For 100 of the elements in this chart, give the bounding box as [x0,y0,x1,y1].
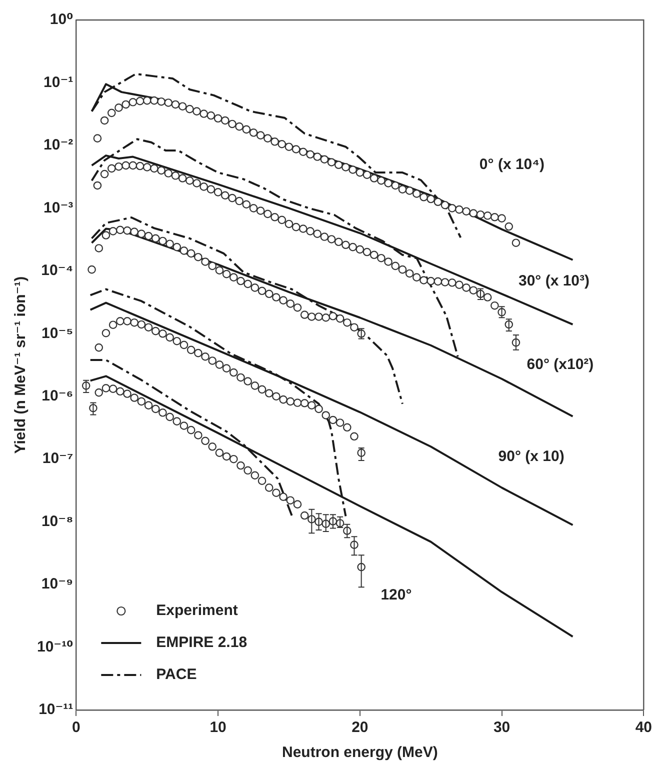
point [172,336,182,346]
point [356,168,364,177]
point [158,408,167,417]
point [164,98,173,107]
point [476,210,485,219]
point [292,222,300,232]
point [144,401,153,410]
point [405,186,414,195]
y-tick-label: 10⁻⁶ [42,388,74,405]
point [194,348,202,358]
point [342,423,352,432]
point [122,161,130,170]
point [151,404,160,414]
point [222,452,231,461]
point [208,262,217,270]
point [150,164,158,173]
point [178,102,187,111]
legend-label: PACE [156,666,197,684]
point [455,280,464,289]
point [264,134,272,142]
point [300,310,309,319]
point [258,385,266,394]
point [144,323,153,332]
point [420,192,428,202]
point [278,216,286,224]
point [284,220,294,228]
point [137,230,146,238]
point [334,238,343,246]
point [292,145,300,154]
y-tick-label: 10⁻³ [44,199,74,216]
point [116,317,124,326]
point [384,258,392,266]
point [362,170,372,179]
point [334,160,343,170]
point [107,108,116,118]
point [293,303,302,312]
point [370,250,378,260]
point [327,158,336,166]
point [200,182,208,191]
point [336,314,344,323]
x-tick-label: 10 [210,719,226,736]
point [93,181,102,190]
point [100,170,109,178]
point [336,418,344,427]
x-tick-label: 20 [352,719,368,736]
point [244,280,252,288]
point [426,194,435,204]
point [377,176,386,185]
x-tick-label: 0 [72,719,80,736]
point [434,277,442,286]
point [222,270,231,278]
point [108,320,118,330]
point [200,110,208,118]
point [128,161,138,170]
point [208,442,217,451]
point [142,163,152,172]
x-tick-label: 40 [635,719,652,736]
point [94,388,104,397]
annotation: 120° [380,586,412,604]
point [123,226,132,235]
point [100,116,109,125]
point [244,466,252,475]
point [348,166,357,174]
point [483,212,492,220]
point [192,179,201,188]
annotation: 90° (x 10) [498,448,564,465]
point [214,188,222,196]
point [420,276,428,284]
point [299,224,308,233]
y-tick-label: 10⁻⁷ [42,450,74,468]
point [250,284,260,292]
point [94,244,104,252]
point [250,382,260,390]
annotation: 60° (x10²) [526,356,594,374]
point [377,254,386,262]
point [258,476,266,485]
point [128,98,138,106]
point [327,235,336,244]
point [157,97,166,106]
point [469,209,478,218]
point [405,269,414,278]
point [136,162,144,170]
point [293,398,302,407]
point [264,210,272,218]
point [256,206,265,215]
point [320,155,329,164]
point [236,276,245,286]
point [504,222,514,231]
point [455,205,464,214]
point [151,234,160,243]
point [286,397,295,406]
point [235,122,244,131]
point [130,394,138,402]
point [483,293,492,302]
point [114,104,123,112]
point [308,401,316,410]
point [293,500,302,508]
point [328,312,338,320]
point [123,317,132,326]
point [151,326,160,336]
